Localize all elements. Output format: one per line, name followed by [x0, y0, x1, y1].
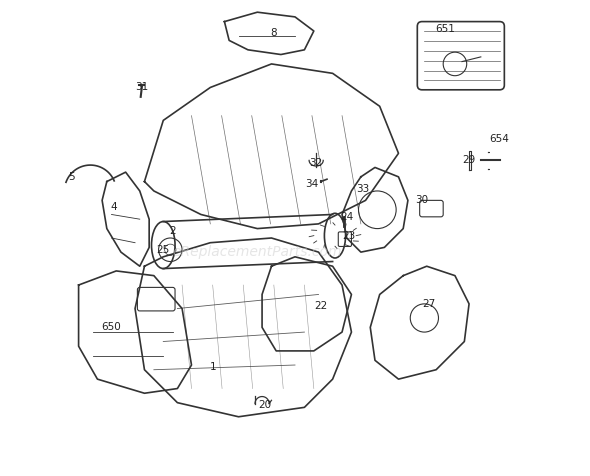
Text: 24: 24: [340, 212, 353, 222]
Text: 1: 1: [209, 362, 216, 372]
Text: 650: 650: [101, 322, 122, 332]
Text: 654: 654: [490, 134, 510, 144]
Text: 8: 8: [271, 29, 277, 39]
Text: 22: 22: [314, 301, 327, 311]
Text: 20: 20: [258, 400, 271, 410]
Text: 32: 32: [310, 158, 323, 168]
Text: 29: 29: [463, 155, 476, 165]
Text: 5: 5: [68, 172, 75, 182]
Text: 651: 651: [435, 24, 455, 34]
Text: 23: 23: [342, 231, 356, 241]
Text: 2: 2: [169, 226, 176, 236]
Text: 30: 30: [415, 195, 428, 205]
Text: 34: 34: [305, 179, 318, 189]
Text: 4: 4: [110, 202, 117, 212]
Text: 25: 25: [157, 245, 170, 255]
Text: 31: 31: [136, 82, 149, 92]
Text: eReplacementParts.com: eReplacementParts.com: [173, 245, 342, 259]
Text: 33: 33: [356, 184, 370, 194]
Text: 27: 27: [422, 299, 435, 309]
